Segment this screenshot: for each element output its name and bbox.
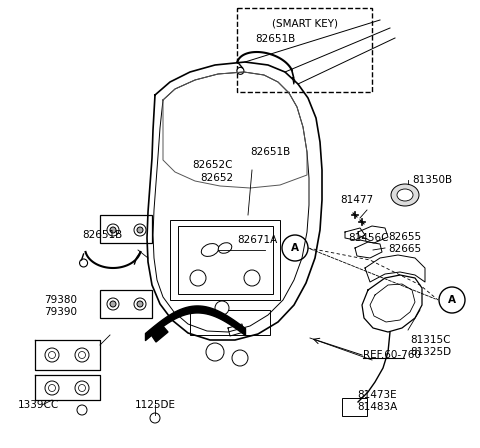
Circle shape [110,227,116,233]
Text: 1339CC: 1339CC [18,400,59,410]
Circle shape [79,352,85,358]
Circle shape [206,343,224,361]
Text: 81473E: 81473E [357,390,396,400]
Circle shape [137,227,143,233]
Circle shape [107,224,119,236]
Circle shape [190,270,206,286]
Circle shape [75,381,89,395]
Text: 81477: 81477 [340,195,373,205]
Ellipse shape [391,184,419,206]
Circle shape [134,224,146,236]
Circle shape [232,350,248,366]
Bar [342,398,367,416]
Text: 82652: 82652 [200,173,233,183]
Circle shape [134,298,146,310]
Ellipse shape [397,189,413,201]
Text: 82652C: 82652C [192,160,232,170]
Text: 81315C: 81315C [410,335,451,345]
Bar [100,215,152,243]
Text: 82655: 82655 [388,232,421,242]
Text: 82665: 82665 [388,244,421,254]
Circle shape [244,270,260,286]
Text: 79390: 79390 [44,307,77,317]
Bar [237,8,372,92]
Bar [178,226,273,294]
Text: 81350B: 81350B [412,175,452,185]
Text: A: A [448,295,456,305]
Circle shape [45,381,59,395]
Circle shape [48,352,56,358]
Circle shape [77,405,87,415]
Circle shape [75,348,89,362]
Text: 82651B: 82651B [250,147,290,157]
Text: 81325D: 81325D [410,347,451,357]
Bar [100,290,152,318]
Text: REF.60-760: REF.60-760 [363,350,421,360]
Text: 82651B: 82651B [255,34,295,44]
Polygon shape [152,325,168,342]
Bar [170,220,280,300]
Circle shape [137,301,143,307]
Ellipse shape [218,243,232,253]
Text: 79380: 79380 [44,295,77,305]
Circle shape [150,413,160,423]
Bar [190,310,270,335]
Text: 81456C: 81456C [348,233,388,243]
Circle shape [80,259,87,267]
Circle shape [282,235,308,261]
Circle shape [45,348,59,362]
Circle shape [215,301,229,315]
Text: 82671A: 82671A [237,235,277,245]
Circle shape [107,298,119,310]
Circle shape [48,384,56,392]
Text: 81483A: 81483A [357,402,397,412]
Text: (SMART KEY): (SMART KEY) [272,19,337,29]
Ellipse shape [201,244,219,256]
Circle shape [439,287,465,313]
Text: 1125DE: 1125DE [135,400,176,410]
Text: A: A [291,243,299,253]
Circle shape [79,384,85,392]
Text: 82651B: 82651B [82,230,122,240]
Circle shape [110,301,116,307]
Circle shape [237,67,244,74]
